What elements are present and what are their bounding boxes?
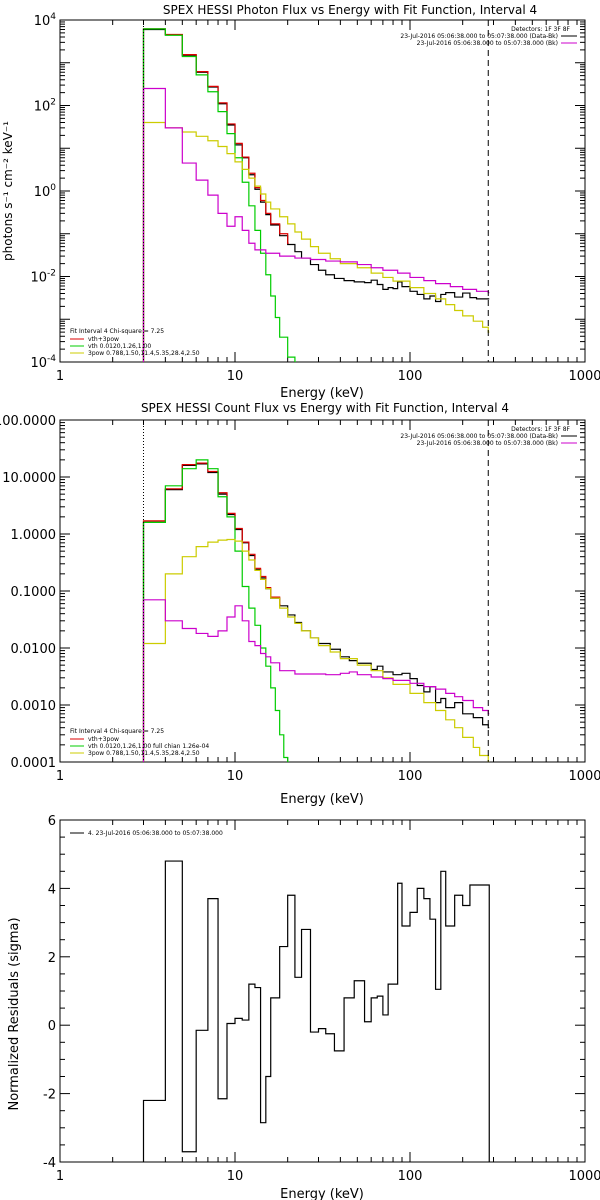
photon-flux-panel: SPEX HESSI Photon Flux vs Energy with Fi… — [1, 3, 600, 401]
x-axis-label: Energy (keV) — [280, 386, 364, 401]
x-tick-label: 100 — [398, 769, 423, 784]
y-tick-label: 10.0000 — [2, 471, 56, 486]
x-tick-label: 100 — [398, 369, 423, 384]
reference-lines — [142, 420, 489, 762]
series-line — [142, 28, 289, 362]
series-line — [142, 28, 490, 362]
series-group — [142, 860, 490, 1162]
y-tick-label: 0 — [48, 1019, 56, 1034]
series-line — [142, 121, 490, 362]
y-tick-label: 0.1000 — [11, 585, 57, 600]
legend-entry-data-bk: 23-Jul-2016 05:06:38.000 to 05:07:38.000… — [400, 433, 558, 440]
series-line — [142, 87, 490, 362]
series-line — [142, 860, 490, 1162]
series-line — [142, 599, 490, 762]
legend-detectors: Detectors: 1F 3F 8F — [511, 26, 570, 33]
legend-bottom: Fit Interval 4 Chi-square = 7.25 vth+3po… — [70, 328, 200, 357]
y-tick-label: 4 — [48, 882, 56, 897]
plot-frame — [59, 19, 586, 363]
y-tick-label: 2 — [48, 951, 56, 966]
x-tick-label: 10 — [227, 1169, 244, 1184]
x-tick-label: 1 — [56, 369, 64, 384]
legend-entry-vth: vth 0.0120,1.26,1.00 full chian 1.26e-04 — [88, 743, 209, 750]
x-axis-label: Energy (keV) — [280, 1187, 364, 1200]
plot-frame — [59, 819, 586, 1163]
y-tick-label: 0.0001 — [11, 756, 57, 771]
x-tick-label: 1000 — [568, 769, 600, 784]
x-tick-label: 10 — [227, 769, 244, 784]
residuals-panel: Normalized Residuals (sigma) Energy (keV… — [7, 814, 600, 1200]
count-flux-panel: SPEX HESSI Count Flux vs Energy with Fit… — [0, 401, 600, 807]
series-line — [142, 538, 490, 762]
legend-bottom: Fit Interval 4 Chi-square = 7.25 vth+3po… — [70, 728, 209, 757]
x-tick-label: 1 — [56, 769, 64, 784]
legend-top: Detectors: 1F 3F 8F 23-Jul-2016 05:06:38… — [400, 26, 577, 47]
legend-entry-vth3pow: vth+3pow — [88, 336, 119, 343]
y-tick-label: 1.0000 — [11, 528, 57, 543]
legend-entry-vth3pow: vth+3pow — [88, 736, 119, 743]
y-axis-label: photons s⁻¹ cm⁻² keV⁻¹ — [1, 121, 15, 261]
chart-title: SPEX HESSI Photon Flux vs Energy with Fi… — [163, 3, 537, 17]
legend-entry-data-bk: 23-Jul-2016 05:06:38.000 to 05:07:38.000… — [400, 33, 558, 40]
x-tick-label: 100 — [398, 1169, 423, 1184]
y-tick-label: 102 — [34, 98, 56, 115]
y-tick-label: 6 — [48, 814, 56, 829]
legend-entry-vth: vth 0.0120,1.26,1.00 — [88, 343, 151, 350]
series-line — [142, 463, 490, 762]
y-tick-label: 100.0000 — [0, 414, 56, 429]
legend-entry-bk: 23-Jul-2016 05:06:38.000 to 05:07:38.000… — [417, 40, 558, 47]
legend-top: Detectors: 1F 3F 8F 23-Jul-2016 05:06:38… — [400, 426, 577, 447]
y-tick-label: 0.0100 — [11, 642, 57, 657]
y-tick-label: 104 — [34, 12, 57, 29]
reference-lines — [142, 20, 489, 362]
legend-fit-header: Fit Interval 4 Chi-square = 7.25 — [70, 728, 164, 735]
series-line — [142, 459, 289, 762]
x-tick-label: 10 — [227, 369, 244, 384]
series-group — [142, 28, 490, 362]
chart-title: SPEX HESSI Count Flux vs Energy with Fit… — [141, 401, 509, 415]
x-tick-label: 1000 — [568, 369, 600, 384]
y-tick-label: 10-4 — [30, 354, 56, 371]
series-line — [142, 28, 296, 362]
legend-entry-3pow: 3pow 0.788,1.50,11.4,5.35,28.4,2.50 — [88, 350, 200, 357]
legend-entry-residual: 4. 23-Jul-2016 05:06:38.000 to 05:07:38.… — [88, 830, 223, 837]
series-line — [142, 462, 281, 762]
y-tick-label: 10-2 — [30, 269, 56, 286]
axis-ticks — [59, 819, 586, 1163]
x-tick-label: 1000 — [568, 1169, 600, 1184]
x-tick-label: 1 — [56, 1169, 64, 1184]
series-group — [142, 459, 490, 762]
legend-entry-bk: 23-Jul-2016 05:06:38.000 to 05:07:38.000… — [417, 440, 558, 447]
y-tick-label: 100 — [34, 183, 57, 200]
plot-frame — [59, 419, 586, 763]
axis-ticks — [59, 419, 586, 763]
y-tick-label: -4 — [43, 1156, 56, 1171]
x-axis-label: Energy (keV) — [280, 792, 364, 807]
y-axis-label: Normalized Residuals (sigma) — [7, 917, 22, 1110]
y-tick-label: -2 — [43, 1088, 56, 1103]
legend-fit-header: Fit Interval 4 Chi-square = 7.25 — [70, 328, 164, 335]
y-tick-label: 0.0010 — [11, 699, 57, 714]
axis-ticks — [59, 19, 586, 363]
legend-detectors: Detectors: 1F 3F 8F — [511, 426, 570, 433]
legend-entry-3pow: 3pow 0.788,1.50,11.4,5.35,28.4,2.50 — [88, 750, 200, 757]
legend-top: 4. 23-Jul-2016 05:06:38.000 to 05:07:38.… — [70, 830, 223, 837]
